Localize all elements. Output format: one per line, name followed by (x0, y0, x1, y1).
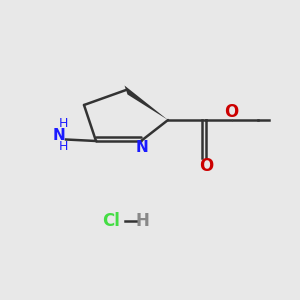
Text: H: H (58, 140, 68, 154)
Text: O: O (199, 157, 213, 175)
Polygon shape (124, 85, 168, 120)
Text: H: H (58, 117, 68, 130)
Text: N: N (135, 140, 148, 155)
Text: H: H (136, 212, 149, 230)
Text: N: N (52, 128, 65, 142)
Text: Cl: Cl (102, 212, 120, 230)
Text: O: O (224, 103, 238, 121)
